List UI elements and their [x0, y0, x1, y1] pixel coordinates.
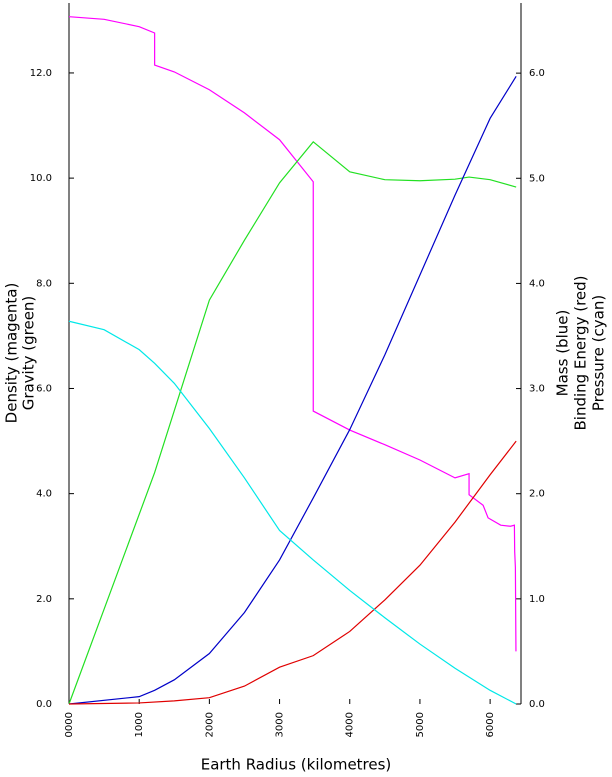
- x-tick-label: 2000: [204, 712, 215, 737]
- y-tick-label: 10.0: [30, 173, 52, 184]
- y2-tick-label: 2.0: [529, 489, 545, 500]
- line-series: [68, 75, 517, 705]
- y-axis-label: Gravity (green): [20, 296, 38, 411]
- y-tick-label: 8.0: [36, 278, 52, 289]
- x-tick-label: 5000: [415, 712, 426, 737]
- line-series: [68, 140, 517, 705]
- y2-axis-label: Mass (blue): [554, 310, 572, 397]
- x-tick-label: 4000: [345, 712, 356, 737]
- y-tick-label: 2.0: [36, 594, 52, 605]
- line-series: [68, 440, 517, 705]
- y2-tick-label: 0.0: [529, 699, 545, 710]
- y2-tick-label: 1.0: [529, 594, 545, 605]
- x-tick-label: 6000: [485, 712, 496, 737]
- y2-tick-label: 3.0: [529, 384, 545, 395]
- line-series: [68, 320, 517, 705]
- y-tick-label: 12.0: [30, 68, 52, 79]
- y2-axis-label: Pressure (cyan): [590, 295, 608, 411]
- x-tick-label: 0000: [64, 712, 75, 737]
- line-series: [68, 16, 517, 652]
- y-axis-label: Density (magenta): [3, 283, 21, 424]
- y-tick-label: 0.0: [36, 699, 52, 710]
- y2-tick-label: 5.0: [529, 173, 545, 184]
- y-tick-label: 6.0: [36, 383, 52, 394]
- y-tick-label: 4.0: [36, 489, 52, 500]
- y2-tick-label: 6.0: [529, 68, 545, 79]
- x-axis-label: Earth Radius (kilometres): [201, 756, 392, 774]
- x-tick-label: 3000: [275, 712, 286, 737]
- y2-axis-label: Binding Energy (red): [572, 275, 590, 430]
- y2-tick-label: 4.0: [529, 278, 545, 289]
- x-tick-label: 1000: [134, 712, 145, 737]
